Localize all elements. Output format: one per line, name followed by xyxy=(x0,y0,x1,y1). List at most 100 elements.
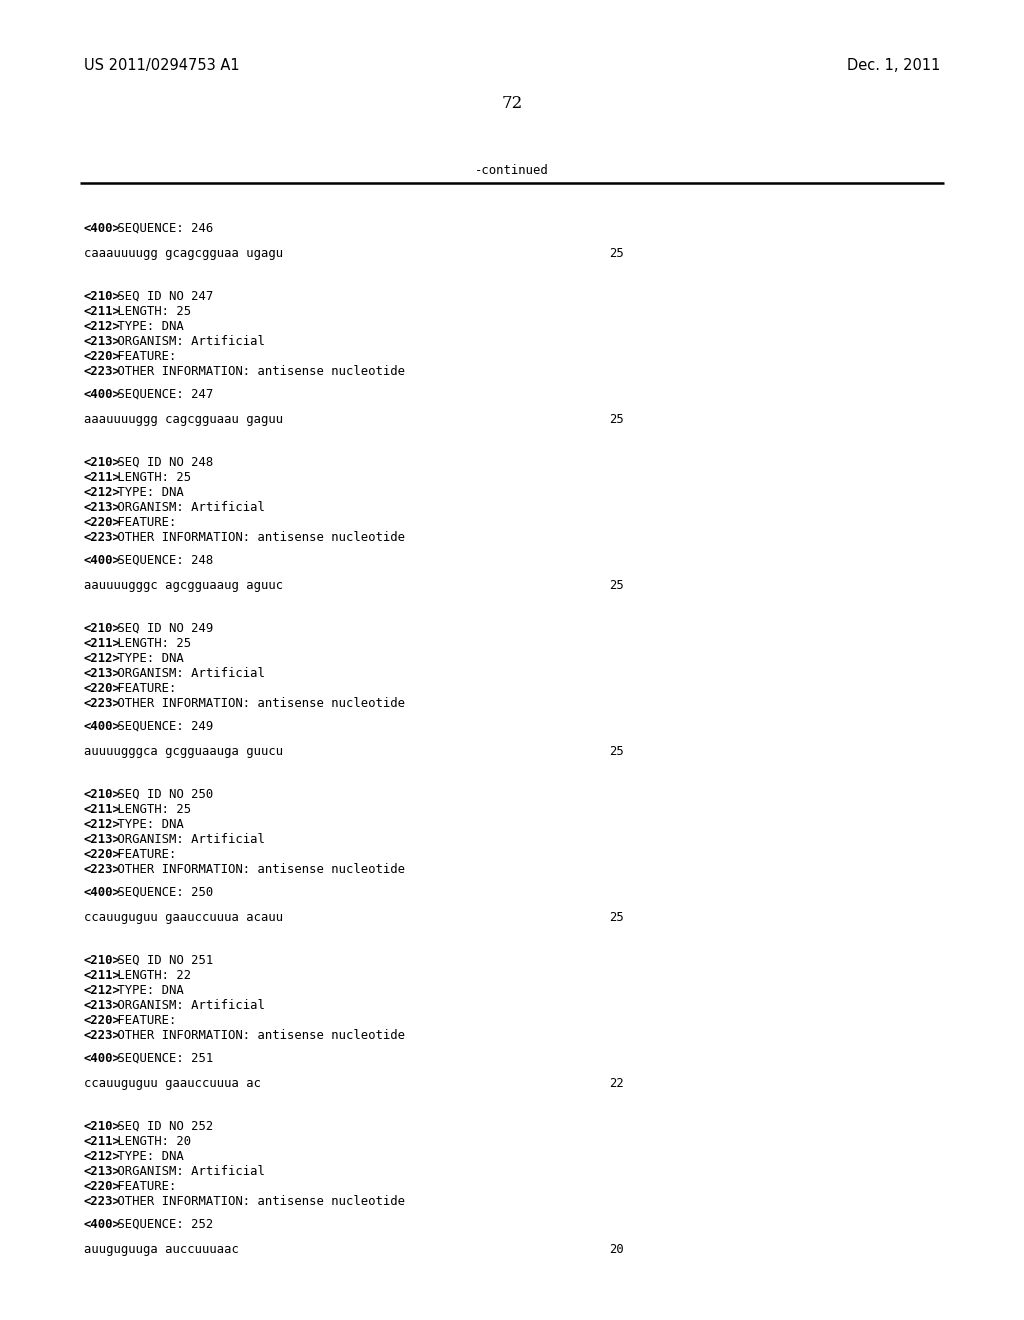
Text: ORGANISM: Artificial: ORGANISM: Artificial xyxy=(111,667,265,680)
Text: TYPE: DNA: TYPE: DNA xyxy=(111,1150,184,1163)
Text: <211>: <211> xyxy=(84,803,121,816)
Text: <210>: <210> xyxy=(84,954,121,968)
Text: <211>: <211> xyxy=(84,305,121,318)
Text: ORGANISM: Artificial: ORGANISM: Artificial xyxy=(111,999,265,1012)
Text: 22: 22 xyxy=(609,1077,624,1090)
Text: <223>: <223> xyxy=(84,697,121,710)
Text: <400>: <400> xyxy=(84,719,121,733)
Text: LENGTH: 25: LENGTH: 25 xyxy=(111,471,191,484)
Text: TYPE: DNA: TYPE: DNA xyxy=(111,983,184,997)
Text: 25: 25 xyxy=(609,247,624,260)
Text: SEQ ID NO 252: SEQ ID NO 252 xyxy=(111,1119,214,1133)
Text: <212>: <212> xyxy=(84,818,121,832)
Text: <213>: <213> xyxy=(84,335,121,348)
Text: FEATURE:: FEATURE: xyxy=(111,847,177,861)
Text: OTHER INFORMATION: antisense nucleotide: OTHER INFORMATION: antisense nucleotide xyxy=(111,1030,406,1041)
Text: <210>: <210> xyxy=(84,290,121,304)
Text: LENGTH: 22: LENGTH: 22 xyxy=(111,969,191,982)
Text: <210>: <210> xyxy=(84,622,121,635)
Text: <220>: <220> xyxy=(84,1180,121,1193)
Text: OTHER INFORMATION: antisense nucleotide: OTHER INFORMATION: antisense nucleotide xyxy=(111,366,406,378)
Text: LENGTH: 25: LENGTH: 25 xyxy=(111,638,191,649)
Text: caaauuuugg gcagcgguaa ugagu: caaauuuugg gcagcgguaa ugagu xyxy=(84,247,283,260)
Text: <213>: <213> xyxy=(84,667,121,680)
Text: <212>: <212> xyxy=(84,983,121,997)
Text: TYPE: DNA: TYPE: DNA xyxy=(111,319,184,333)
Text: <220>: <220> xyxy=(84,847,121,861)
Text: <223>: <223> xyxy=(84,531,121,544)
Text: 72: 72 xyxy=(502,95,522,112)
Text: <220>: <220> xyxy=(84,350,121,363)
Text: <212>: <212> xyxy=(84,1150,121,1163)
Text: US 2011/0294753 A1: US 2011/0294753 A1 xyxy=(84,58,240,73)
Text: OTHER INFORMATION: antisense nucleotide: OTHER INFORMATION: antisense nucleotide xyxy=(111,697,406,710)
Text: <400>: <400> xyxy=(84,554,121,568)
Text: <223>: <223> xyxy=(84,366,121,378)
Text: <223>: <223> xyxy=(84,1030,121,1041)
Text: aauuuugggc agcgguaaug aguuc: aauuuugggc agcgguaaug aguuc xyxy=(84,579,283,591)
Text: <211>: <211> xyxy=(84,1135,121,1148)
Text: <210>: <210> xyxy=(84,455,121,469)
Text: <213>: <213> xyxy=(84,502,121,513)
Text: SEQ ID NO 251: SEQ ID NO 251 xyxy=(111,954,214,968)
Text: SEQUENCE: 248: SEQUENCE: 248 xyxy=(111,554,214,568)
Text: ORGANISM: Artificial: ORGANISM: Artificial xyxy=(111,1166,265,1177)
Text: <220>: <220> xyxy=(84,682,121,696)
Text: <220>: <220> xyxy=(84,516,121,529)
Text: OTHER INFORMATION: antisense nucleotide: OTHER INFORMATION: antisense nucleotide xyxy=(111,863,406,876)
Text: LENGTH: 25: LENGTH: 25 xyxy=(111,305,191,318)
Text: FEATURE:: FEATURE: xyxy=(111,350,177,363)
Text: FEATURE:: FEATURE: xyxy=(111,682,177,696)
Text: SEQUENCE: 252: SEQUENCE: 252 xyxy=(111,1218,214,1232)
Text: <210>: <210> xyxy=(84,788,121,801)
Text: FEATURE:: FEATURE: xyxy=(111,1180,177,1193)
Text: <213>: <213> xyxy=(84,1166,121,1177)
Text: <213>: <213> xyxy=(84,999,121,1012)
Text: TYPE: DNA: TYPE: DNA xyxy=(111,486,184,499)
Text: SEQUENCE: 251: SEQUENCE: 251 xyxy=(111,1052,214,1065)
Text: <400>: <400> xyxy=(84,886,121,899)
Text: SEQ ID NO 249: SEQ ID NO 249 xyxy=(111,622,214,635)
Text: FEATURE:: FEATURE: xyxy=(111,516,177,529)
Text: <213>: <213> xyxy=(84,833,121,846)
Text: SEQUENCE: 250: SEQUENCE: 250 xyxy=(111,886,214,899)
Text: 20: 20 xyxy=(609,1243,624,1257)
Text: SEQUENCE: 247: SEQUENCE: 247 xyxy=(111,388,214,401)
Text: SEQ ID NO 248: SEQ ID NO 248 xyxy=(111,455,214,469)
Text: ORGANISM: Artificial: ORGANISM: Artificial xyxy=(111,833,265,846)
Text: FEATURE:: FEATURE: xyxy=(111,1014,177,1027)
Text: <210>: <210> xyxy=(84,1119,121,1133)
Text: <223>: <223> xyxy=(84,1195,121,1208)
Text: OTHER INFORMATION: antisense nucleotide: OTHER INFORMATION: antisense nucleotide xyxy=(111,531,406,544)
Text: TYPE: DNA: TYPE: DNA xyxy=(111,652,184,665)
Text: <400>: <400> xyxy=(84,1218,121,1232)
Text: ORGANISM: Artificial: ORGANISM: Artificial xyxy=(111,502,265,513)
Text: <223>: <223> xyxy=(84,863,121,876)
Text: <400>: <400> xyxy=(84,222,121,235)
Text: 25: 25 xyxy=(609,744,624,758)
Text: SEQ ID NO 247: SEQ ID NO 247 xyxy=(111,290,214,304)
Text: <211>: <211> xyxy=(84,471,121,484)
Text: SEQ ID NO 250: SEQ ID NO 250 xyxy=(111,788,214,801)
Text: <212>: <212> xyxy=(84,319,121,333)
Text: <212>: <212> xyxy=(84,652,121,665)
Text: LENGTH: 25: LENGTH: 25 xyxy=(111,803,191,816)
Text: <211>: <211> xyxy=(84,969,121,982)
Text: LENGTH: 20: LENGTH: 20 xyxy=(111,1135,191,1148)
Text: <400>: <400> xyxy=(84,388,121,401)
Text: auuuugggca gcgguaauga guucu: auuuugggca gcgguaauga guucu xyxy=(84,744,283,758)
Text: Dec. 1, 2011: Dec. 1, 2011 xyxy=(847,58,940,73)
Text: <211>: <211> xyxy=(84,638,121,649)
Text: <400>: <400> xyxy=(84,1052,121,1065)
Text: SEQUENCE: 246: SEQUENCE: 246 xyxy=(111,222,214,235)
Text: 25: 25 xyxy=(609,579,624,591)
Text: -continued: -continued xyxy=(475,164,549,177)
Text: ORGANISM: Artificial: ORGANISM: Artificial xyxy=(111,335,265,348)
Text: SEQUENCE: 249: SEQUENCE: 249 xyxy=(111,719,214,733)
Text: aaauuuuggg cagcgguaau gaguu: aaauuuuggg cagcgguaau gaguu xyxy=(84,413,283,426)
Text: <220>: <220> xyxy=(84,1014,121,1027)
Text: OTHER INFORMATION: antisense nucleotide: OTHER INFORMATION: antisense nucleotide xyxy=(111,1195,406,1208)
Text: 25: 25 xyxy=(609,911,624,924)
Text: ccauuguguu gaauccuuua acauu: ccauuguguu gaauccuuua acauu xyxy=(84,911,283,924)
Text: auuguguuga auccuuuaac: auuguguuga auccuuuaac xyxy=(84,1243,239,1257)
